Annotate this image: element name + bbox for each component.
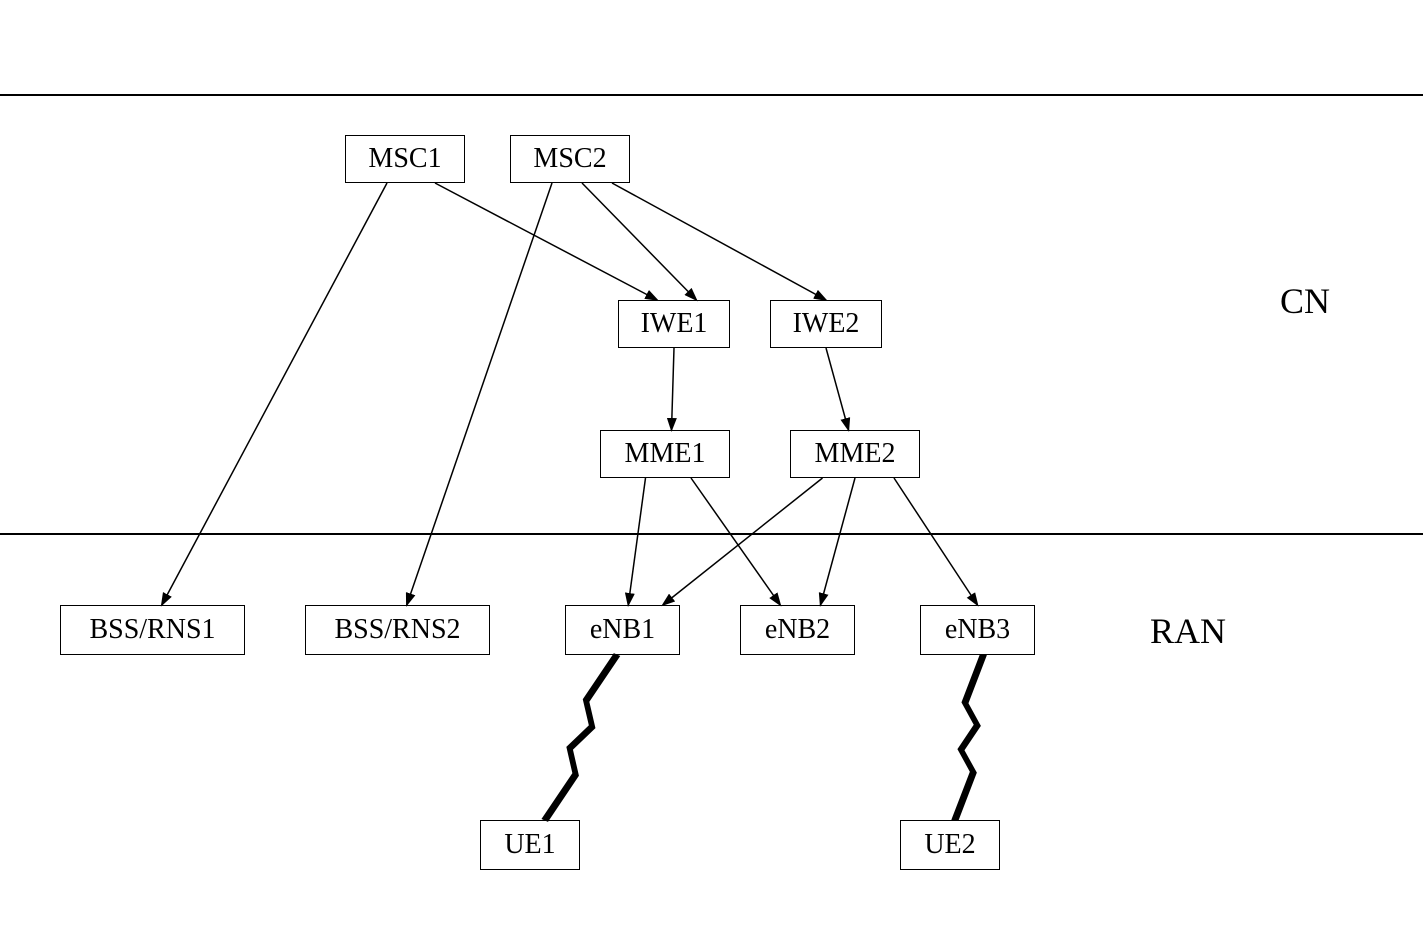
edge-mme2-enb3 <box>894 478 978 605</box>
node-mme1: MME1 <box>600 430 730 478</box>
edge-msc2-iwe1 <box>582 183 696 300</box>
edge-iwe2-mme2 <box>826 348 849 430</box>
edge-mme2-enb1 <box>663 478 823 605</box>
node-ue2: UE2 <box>900 820 1000 870</box>
node-ue1: UE1 <box>480 820 580 870</box>
node-enb3: eNB3 <box>920 605 1035 655</box>
edge-mme1-enb1 <box>628 478 645 605</box>
edge-mme2-enb2 <box>821 478 856 605</box>
node-msc1: MSC1 <box>345 135 465 183</box>
edge-msc1-iwe1 <box>435 183 657 300</box>
node-enb2: eNB2 <box>740 605 855 655</box>
wireless-links <box>542 654 986 821</box>
edge-msc1-bssrns1 <box>162 183 387 605</box>
region-label-cn: CN <box>1280 280 1330 322</box>
node-iwe1: IWE1 <box>618 300 730 348</box>
node-mme2: MME2 <box>790 430 920 478</box>
node-bssrns2: BSS/RNS2 <box>305 605 490 655</box>
edge-msc2-iwe2 <box>612 183 826 300</box>
edge-mme1-enb2 <box>691 478 780 605</box>
edges <box>162 183 978 605</box>
node-iwe2: IWE2 <box>770 300 882 348</box>
wireless-enb3-ue2 <box>952 655 986 821</box>
wireless-enb1-ue1 <box>542 654 619 821</box>
region-label-ran: RAN <box>1150 610 1226 652</box>
node-bssrns1: BSS/RNS1 <box>60 605 245 655</box>
node-enb1: eNB1 <box>565 605 680 655</box>
edge-msc2-bssrns2 <box>407 183 552 605</box>
node-msc2: MSC2 <box>510 135 630 183</box>
edge-iwe1-mme1 <box>672 348 675 430</box>
